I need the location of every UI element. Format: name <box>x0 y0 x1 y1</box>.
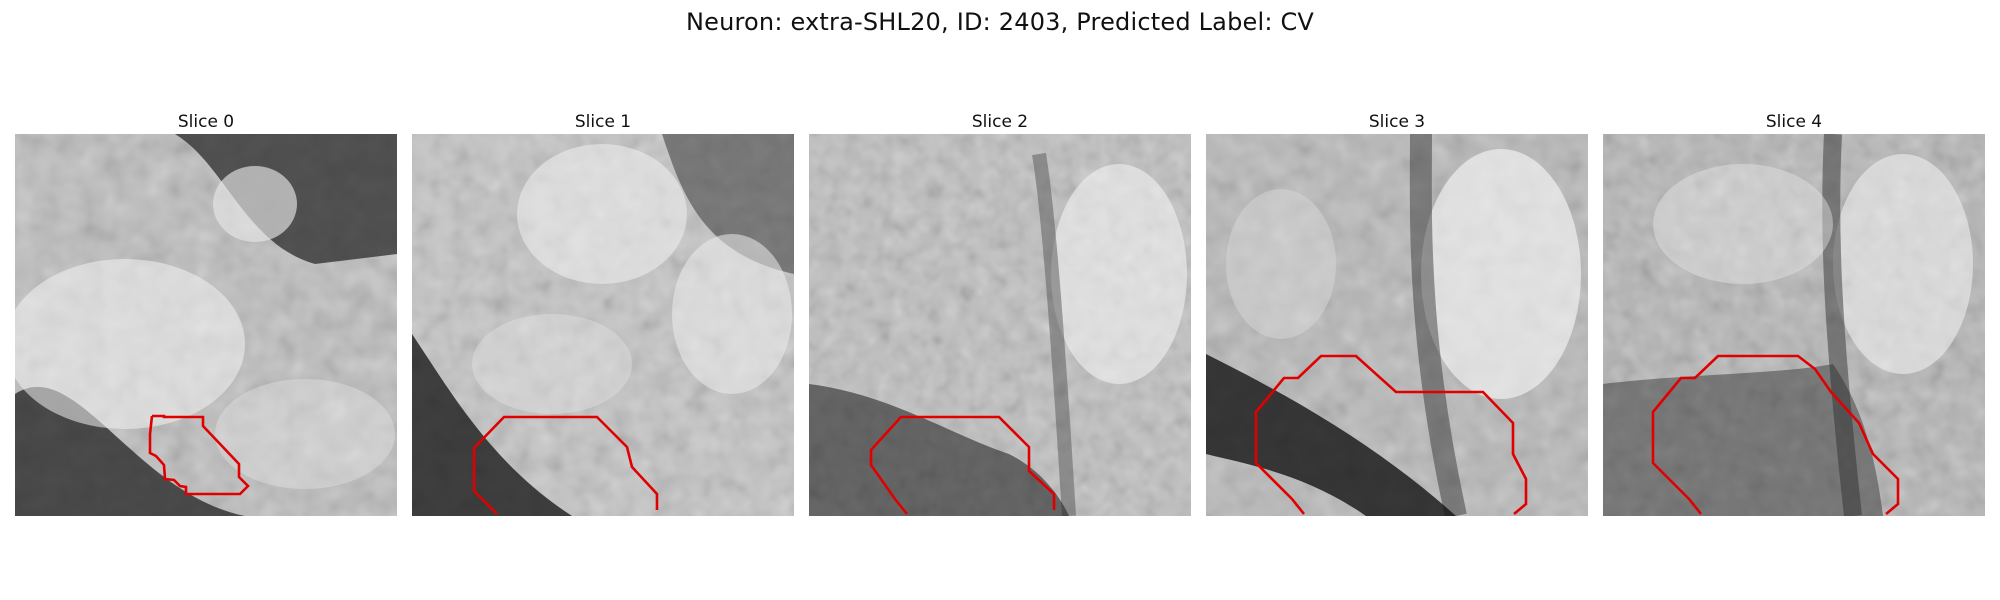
slice-panel-2: Slice 2 <box>809 110 1191 516</box>
slice-image <box>1206 134 1588 516</box>
slice-image <box>1603 134 1985 516</box>
slice-image <box>412 134 794 516</box>
slice-image <box>809 134 1191 516</box>
slice-title: Slice 4 <box>1765 112 1823 132</box>
slice-panel-0: Slice 0 <box>15 110 397 516</box>
contour-line <box>472 415 659 515</box>
contour-line <box>1651 354 1900 515</box>
figure-title: Neuron: extra-SHL20, ID: 2403, Predicted… <box>685 8 1315 36</box>
slice-title: Slice 3 <box>1368 112 1426 132</box>
slice-title: Slice 0 <box>177 112 235 132</box>
slice-panel-3: Slice 3 <box>1206 110 1588 516</box>
slice-panel-4: Slice 4 <box>1603 110 1985 516</box>
slice-panel-1: Slice 1 <box>412 110 794 516</box>
contour-line <box>1254 354 1528 515</box>
slice-title: Slice 2 <box>971 112 1029 132</box>
slice-title: Slice 1 <box>574 112 632 132</box>
contour-line <box>148 414 250 496</box>
slice-image <box>15 134 397 516</box>
contour-line <box>869 415 1056 515</box>
